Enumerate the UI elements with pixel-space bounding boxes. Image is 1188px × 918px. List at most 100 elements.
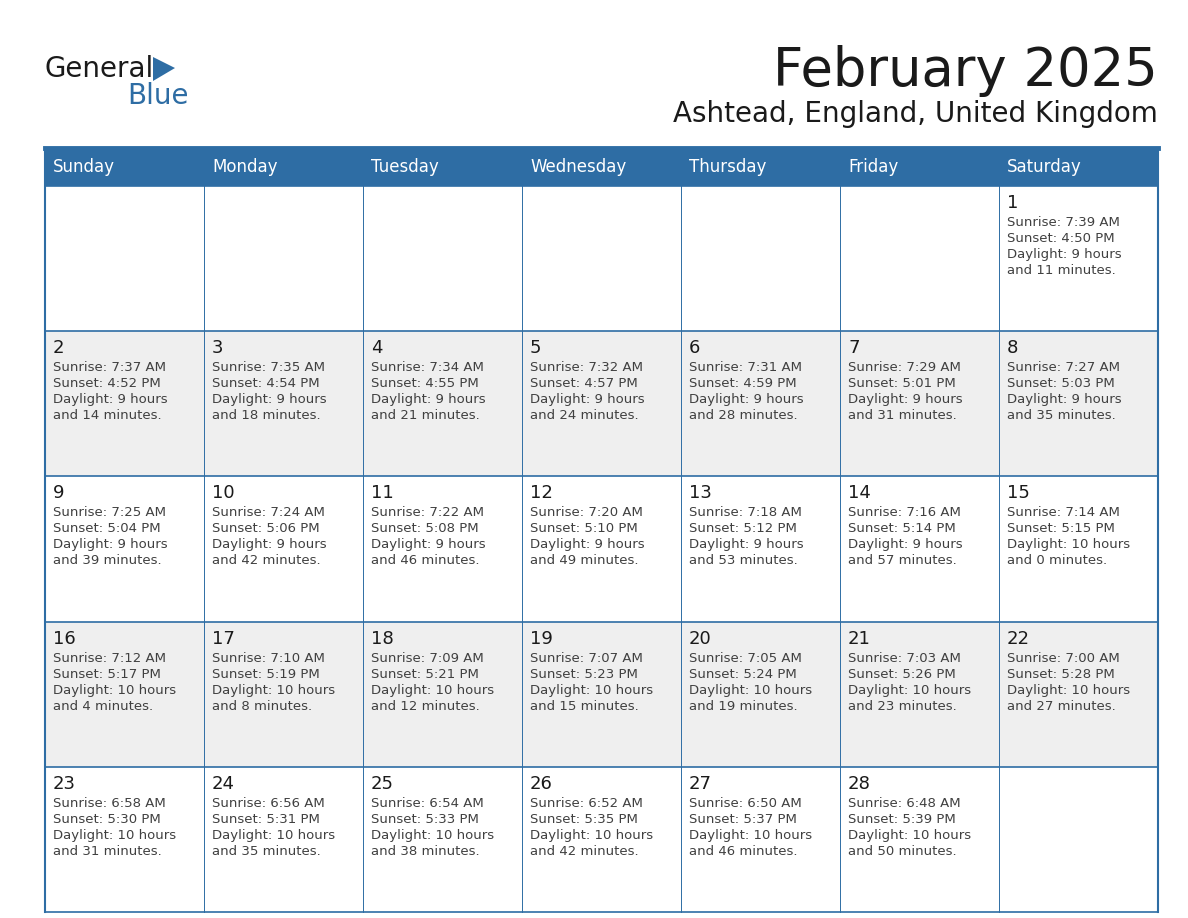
Text: Sunset: 5:19 PM: Sunset: 5:19 PM <box>211 667 320 680</box>
Text: Sunset: 4:54 PM: Sunset: 4:54 PM <box>211 377 320 390</box>
Text: Sunset: 4:55 PM: Sunset: 4:55 PM <box>371 377 479 390</box>
Text: Daylight: 10 hours: Daylight: 10 hours <box>211 829 335 842</box>
Text: 17: 17 <box>211 630 235 647</box>
Text: Sunrise: 7:37 AM: Sunrise: 7:37 AM <box>53 361 166 375</box>
Text: and 8 minutes.: and 8 minutes. <box>211 700 312 712</box>
Text: 27: 27 <box>689 775 712 793</box>
Text: 9: 9 <box>53 485 64 502</box>
Text: Daylight: 9 hours: Daylight: 9 hours <box>848 393 962 406</box>
Bar <box>45 186 1158 331</box>
Text: 13: 13 <box>689 485 712 502</box>
Text: and 12 minutes.: and 12 minutes. <box>371 700 480 712</box>
Text: and 35 minutes.: and 35 minutes. <box>1007 409 1116 422</box>
Text: Daylight: 10 hours: Daylight: 10 hours <box>371 829 494 842</box>
Text: Sunset: 4:50 PM: Sunset: 4:50 PM <box>1007 232 1114 245</box>
Text: Daylight: 10 hours: Daylight: 10 hours <box>530 829 653 842</box>
Text: and 39 minutes.: and 39 minutes. <box>53 554 162 567</box>
Text: and 53 minutes.: and 53 minutes. <box>689 554 798 567</box>
Text: Ashtead, England, United Kingdom: Ashtead, England, United Kingdom <box>674 100 1158 128</box>
Text: Sunrise: 7:09 AM: Sunrise: 7:09 AM <box>371 652 484 665</box>
Text: 15: 15 <box>1007 485 1030 502</box>
Text: Tuesday: Tuesday <box>371 158 438 176</box>
Text: Saturday: Saturday <box>1007 158 1082 176</box>
Text: Sunrise: 7:14 AM: Sunrise: 7:14 AM <box>1007 507 1120 520</box>
Text: 10: 10 <box>211 485 234 502</box>
Text: and 24 minutes.: and 24 minutes. <box>530 409 639 422</box>
Text: Daylight: 9 hours: Daylight: 9 hours <box>848 538 962 552</box>
Bar <box>45 331 1158 476</box>
Text: Sunset: 5:24 PM: Sunset: 5:24 PM <box>689 667 797 680</box>
Text: Sunrise: 7:16 AM: Sunrise: 7:16 AM <box>848 507 961 520</box>
Text: 19: 19 <box>530 630 552 647</box>
Text: Daylight: 9 hours: Daylight: 9 hours <box>371 538 486 552</box>
Text: Daylight: 9 hours: Daylight: 9 hours <box>1007 393 1121 406</box>
Text: 23: 23 <box>53 775 76 793</box>
Text: Sunset: 5:15 PM: Sunset: 5:15 PM <box>1007 522 1114 535</box>
Text: Daylight: 9 hours: Daylight: 9 hours <box>53 538 168 552</box>
Text: Daylight: 9 hours: Daylight: 9 hours <box>530 538 645 552</box>
Polygon shape <box>153 57 175 81</box>
Text: and 35 minutes.: and 35 minutes. <box>211 845 321 857</box>
Text: Thursday: Thursday <box>689 158 766 176</box>
Text: Sunrise: 6:54 AM: Sunrise: 6:54 AM <box>371 797 484 810</box>
Text: Sunset: 5:14 PM: Sunset: 5:14 PM <box>848 522 956 535</box>
Text: Daylight: 10 hours: Daylight: 10 hours <box>1007 684 1130 697</box>
Text: Friday: Friday <box>848 158 898 176</box>
Text: 24: 24 <box>211 775 235 793</box>
Text: Sunrise: 7:07 AM: Sunrise: 7:07 AM <box>530 652 643 665</box>
Text: and 14 minutes.: and 14 minutes. <box>53 409 162 422</box>
Text: Monday: Monday <box>211 158 278 176</box>
Text: 28: 28 <box>848 775 871 793</box>
Text: 8: 8 <box>1007 339 1018 357</box>
Text: Sunset: 5:26 PM: Sunset: 5:26 PM <box>848 667 956 680</box>
Text: Sunset: 5:06 PM: Sunset: 5:06 PM <box>211 522 320 535</box>
Text: Sunrise: 7:20 AM: Sunrise: 7:20 AM <box>530 507 643 520</box>
Text: and 42 minutes.: and 42 minutes. <box>211 554 321 567</box>
Text: 4: 4 <box>371 339 383 357</box>
Text: Daylight: 9 hours: Daylight: 9 hours <box>1007 248 1121 261</box>
Text: 20: 20 <box>689 630 712 647</box>
Text: Sunrise: 7:03 AM: Sunrise: 7:03 AM <box>848 652 961 665</box>
Text: and 57 minutes.: and 57 minutes. <box>848 554 956 567</box>
Text: Sunset: 5:31 PM: Sunset: 5:31 PM <box>211 812 320 826</box>
Text: Sunrise: 6:56 AM: Sunrise: 6:56 AM <box>211 797 324 810</box>
Text: 25: 25 <box>371 775 394 793</box>
Text: Sunset: 5:10 PM: Sunset: 5:10 PM <box>530 522 638 535</box>
Text: Sunday: Sunday <box>53 158 115 176</box>
Text: Sunset: 4:57 PM: Sunset: 4:57 PM <box>530 377 638 390</box>
Text: Daylight: 10 hours: Daylight: 10 hours <box>211 684 335 697</box>
Text: Sunset: 5:12 PM: Sunset: 5:12 PM <box>689 522 797 535</box>
Text: 7: 7 <box>848 339 859 357</box>
Text: 1: 1 <box>1007 194 1018 212</box>
Text: 26: 26 <box>530 775 552 793</box>
Text: February 2025: February 2025 <box>773 45 1158 97</box>
Text: Daylight: 9 hours: Daylight: 9 hours <box>211 393 327 406</box>
Text: and 50 minutes.: and 50 minutes. <box>848 845 956 857</box>
Text: Sunrise: 7:39 AM: Sunrise: 7:39 AM <box>1007 216 1120 229</box>
Text: Sunrise: 6:58 AM: Sunrise: 6:58 AM <box>53 797 166 810</box>
Bar <box>45 476 1158 621</box>
Text: Sunset: 5:33 PM: Sunset: 5:33 PM <box>371 812 479 826</box>
Text: Sunrise: 7:18 AM: Sunrise: 7:18 AM <box>689 507 802 520</box>
Text: Sunrise: 7:05 AM: Sunrise: 7:05 AM <box>689 652 802 665</box>
Text: Sunset: 5:23 PM: Sunset: 5:23 PM <box>530 667 638 680</box>
Text: and 46 minutes.: and 46 minutes. <box>371 554 480 567</box>
Text: Sunrise: 7:22 AM: Sunrise: 7:22 AM <box>371 507 484 520</box>
Text: 14: 14 <box>848 485 871 502</box>
Text: Sunrise: 6:52 AM: Sunrise: 6:52 AM <box>530 797 643 810</box>
Text: Daylight: 9 hours: Daylight: 9 hours <box>530 393 645 406</box>
Text: Sunrise: 7:35 AM: Sunrise: 7:35 AM <box>211 361 326 375</box>
Bar <box>45 148 1158 186</box>
Text: and 23 minutes.: and 23 minutes. <box>848 700 956 712</box>
Text: Sunrise: 7:27 AM: Sunrise: 7:27 AM <box>1007 361 1120 375</box>
Text: 16: 16 <box>53 630 76 647</box>
Text: Sunrise: 6:48 AM: Sunrise: 6:48 AM <box>848 797 961 810</box>
Text: Sunset: 5:04 PM: Sunset: 5:04 PM <box>53 522 160 535</box>
Text: and 46 minutes.: and 46 minutes. <box>689 845 797 857</box>
Text: and 21 minutes.: and 21 minutes. <box>371 409 480 422</box>
Text: Sunset: 5:01 PM: Sunset: 5:01 PM <box>848 377 956 390</box>
Text: and 49 minutes.: and 49 minutes. <box>530 554 638 567</box>
Text: Daylight: 10 hours: Daylight: 10 hours <box>689 684 813 697</box>
Text: Wednesday: Wednesday <box>530 158 626 176</box>
Text: Sunrise: 7:00 AM: Sunrise: 7:00 AM <box>1007 652 1120 665</box>
